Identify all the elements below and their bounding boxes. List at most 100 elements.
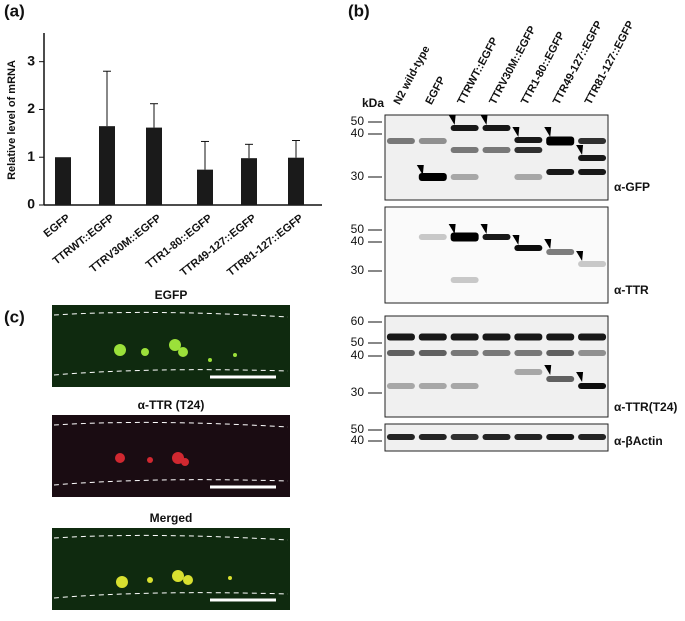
marker-label: 40 — [351, 234, 365, 248]
panel-label: (c) — [4, 307, 25, 326]
band — [578, 383, 607, 389]
band — [450, 434, 479, 440]
band — [514, 245, 543, 251]
antibody-label: α-TTR — [614, 283, 649, 297]
band — [482, 234, 511, 240]
outline — [53, 479, 289, 486]
outline — [53, 592, 289, 599]
arrowhead — [448, 224, 456, 234]
band — [482, 350, 511, 356]
signal — [172, 570, 184, 582]
signal — [147, 577, 153, 583]
band — [578, 333, 607, 341]
band — [546, 376, 575, 382]
band — [514, 137, 543, 143]
bar — [99, 126, 115, 205]
signal — [147, 457, 153, 463]
band — [450, 350, 479, 356]
band — [514, 434, 543, 440]
image-title: α-TTR (T24) — [138, 398, 205, 412]
band — [514, 174, 543, 180]
band — [386, 333, 415, 341]
y-tick-label: 2 — [27, 100, 35, 116]
band — [482, 125, 511, 131]
band — [418, 333, 447, 341]
band — [386, 434, 415, 440]
antibody-label: α-βActin — [614, 434, 663, 448]
band — [578, 261, 607, 267]
signal — [208, 358, 212, 362]
x-tick-label: TTR49-127::EGFP — [178, 212, 259, 279]
signal — [114, 344, 126, 356]
arrowhead — [480, 115, 488, 125]
signal — [169, 339, 181, 351]
outline — [53, 369, 289, 376]
band — [578, 350, 607, 356]
signal — [172, 452, 184, 464]
band — [450, 147, 479, 153]
panel-label: (a) — [4, 1, 25, 20]
y-tick-label: 3 — [27, 52, 35, 68]
bar — [55, 157, 71, 205]
band — [450, 174, 479, 180]
band — [450, 232, 479, 242]
unit-label: kDa — [362, 96, 384, 110]
marker-label: 30 — [351, 263, 365, 277]
arrowhead — [576, 251, 584, 261]
panel-label: (b) — [348, 1, 370, 20]
band — [546, 136, 575, 146]
blot — [384, 206, 609, 304]
image-title: Merged — [150, 511, 193, 525]
marker-label: 60 — [351, 314, 365, 328]
band — [386, 350, 415, 356]
marker-label: 40 — [351, 348, 365, 362]
band — [514, 350, 543, 356]
band — [482, 434, 511, 440]
band — [546, 350, 575, 356]
band — [578, 138, 607, 144]
arrowhead — [576, 145, 584, 155]
image-title: EGFP — [155, 288, 188, 302]
band — [418, 234, 447, 240]
band — [514, 369, 543, 375]
marker-label: 50 — [351, 422, 365, 436]
band — [418, 173, 447, 181]
outline — [53, 421, 289, 428]
band — [450, 383, 479, 389]
band — [418, 138, 447, 144]
antibody-label: α-TTR(T24) — [614, 400, 677, 414]
arrowhead — [544, 127, 552, 137]
signal — [228, 576, 232, 580]
band — [386, 383, 415, 389]
lane-label: EGFP — [423, 75, 448, 107]
bar — [146, 127, 162, 205]
antibody-label: α-GFP — [614, 180, 650, 194]
micrograph — [52, 415, 290, 497]
bar — [241, 158, 257, 205]
band — [546, 333, 575, 341]
band — [546, 249, 575, 255]
arrowhead — [544, 239, 552, 249]
micrograph — [52, 528, 290, 610]
band — [546, 434, 575, 440]
signal — [183, 575, 193, 585]
signal — [178, 347, 188, 357]
band — [418, 350, 447, 356]
band — [450, 277, 479, 283]
band — [450, 125, 479, 131]
marker-label: 50 — [351, 335, 365, 349]
y-axis-label: Relative level of mRNA — [6, 60, 18, 180]
marker-label: 30 — [351, 169, 365, 183]
marker-label: 40 — [351, 433, 365, 447]
signal — [181, 458, 189, 466]
band — [514, 147, 543, 153]
signal — [141, 348, 149, 356]
arrowhead — [512, 235, 520, 245]
signal — [233, 353, 237, 357]
band — [418, 434, 447, 440]
bar — [288, 157, 304, 205]
band — [482, 147, 511, 153]
signal — [116, 576, 128, 588]
marker-label: 40 — [351, 126, 365, 140]
